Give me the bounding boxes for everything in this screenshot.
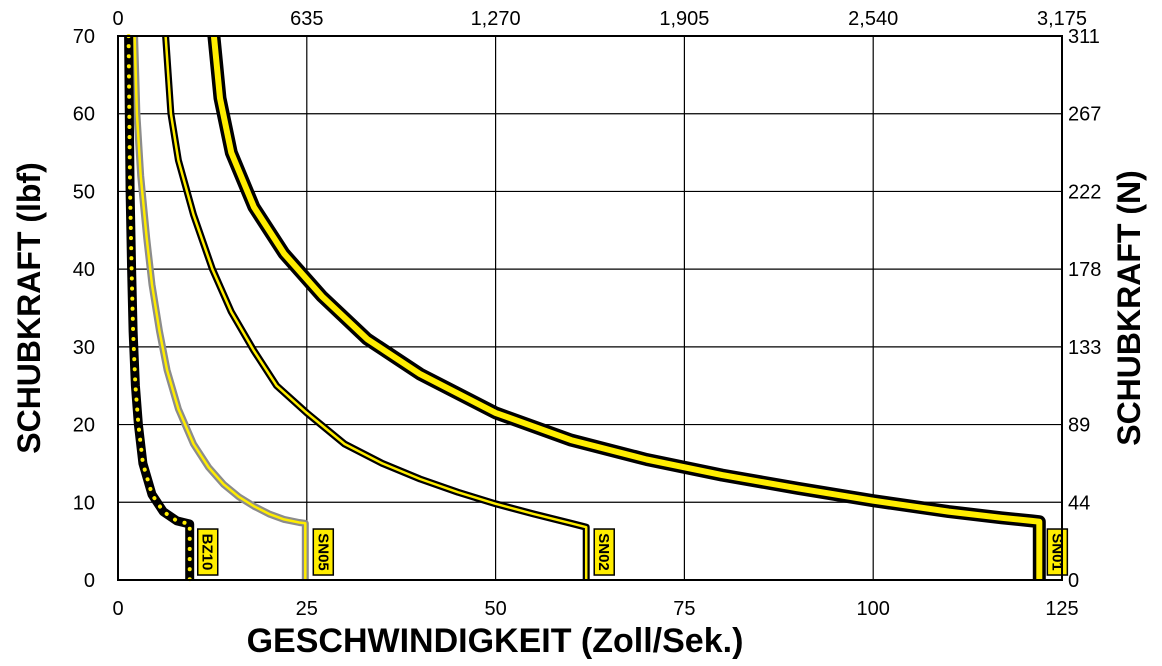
x-tick-label: 100 — [857, 598, 890, 620]
series-label-text-sn02: SN02 — [595, 533, 612, 571]
x2-tick-label: 635 — [290, 8, 323, 30]
x-tick-label: 75 — [673, 598, 695, 620]
series-label-box-bz10 — [196, 528, 219, 576]
x2-tick-label: 0 — [112, 8, 123, 30]
series-label-sn01: SN01 — [1046, 528, 1069, 576]
y-tick-label: 40 — [73, 259, 95, 281]
series-line-sn01-fill — [210, 35, 1043, 580]
series-label-box-sn05 — [312, 528, 335, 576]
grid-layer — [117, 35, 1063, 581]
x-tick-label: 50 — [484, 598, 506, 620]
y-axis-title: SCHUBKRAFT (lbf) — [11, 162, 47, 454]
x-tick-label: 125 — [1045, 598, 1078, 620]
series-label-text-bz10: BZ10 — [199, 534, 216, 571]
y2-tick-label: 89 — [1068, 415, 1090, 437]
y-tick-label: 50 — [73, 181, 95, 203]
series-label-sn02: SN02 — [593, 528, 615, 576]
y-tick-label: 10 — [73, 492, 95, 514]
x2-tick-label: 3,175 — [1037, 8, 1087, 30]
series-label-sn05: SN05 — [312, 528, 335, 576]
x-tick-label: 25 — [296, 598, 318, 620]
y-tick-label: 30 — [73, 337, 95, 359]
series-label-bz10: BZ10 — [196, 528, 219, 576]
y2-tick-label: 222 — [1068, 181, 1101, 203]
y2-tick-label: 178 — [1068, 259, 1101, 281]
series-layer — [124, 34, 1046, 582]
y2-tick-label: 311 — [1068, 26, 1100, 48]
x2-tick-label: 1,270 — [471, 8, 521, 30]
y2-axis-title: SCHUBKRAFT (N) — [1111, 170, 1147, 446]
y-tick-label: 60 — [73, 104, 95, 126]
y2-tick-label: 267 — [1068, 104, 1101, 126]
series-label-text-sn05: SN05 — [314, 533, 331, 571]
x-tick-label: 0 — [112, 598, 123, 620]
plot-frame — [117, 35, 1063, 581]
y-tick-label: 70 — [73, 26, 95, 48]
series-label-layer: SN01 SN02 SN05 BZ10 — [196, 528, 1069, 576]
y2-tick-label: 44 — [1068, 492, 1090, 514]
series-line-sn02-fill — [164, 35, 588, 580]
y-tick-label: 20 — [73, 415, 95, 437]
y2-tick-label: 0 — [1068, 570, 1079, 592]
series-line-bz10-outline — [124, 35, 195, 580]
x2-tick-label: 2,540 — [848, 8, 898, 30]
series-line-sn05-fill — [133, 35, 307, 580]
y-tick-label: 0 — [84, 570, 95, 592]
y2-tick-label: 133 — [1068, 337, 1101, 359]
x2-tick-label: 1,905 — [659, 8, 709, 30]
x-axis-title: GESCHWINDIGKEIT (Zoll/Sek.) — [247, 622, 744, 660]
series-label-box-sn02 — [593, 528, 615, 576]
